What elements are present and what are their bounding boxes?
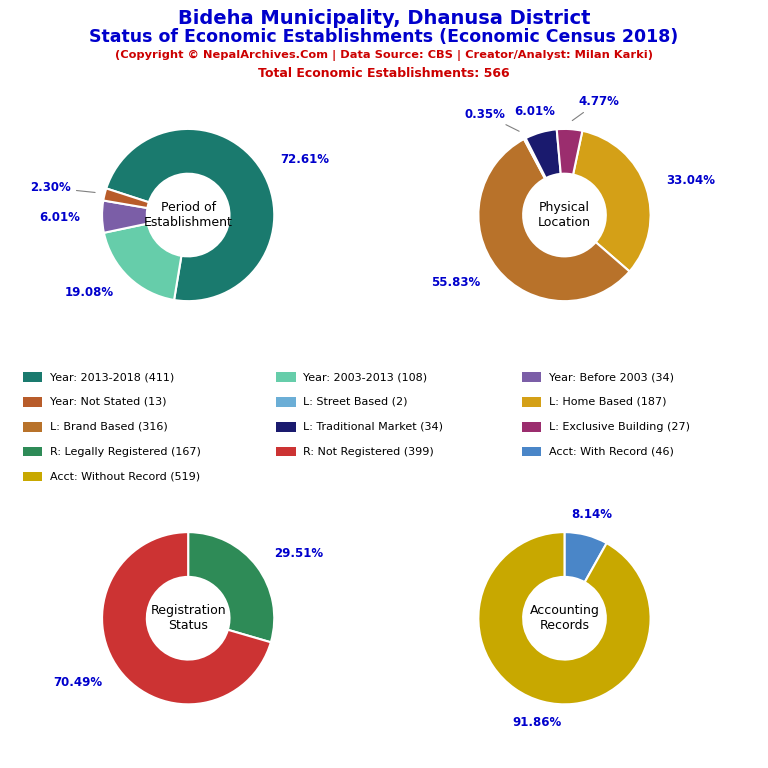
Text: R: Not Registered (399): R: Not Registered (399) (303, 447, 434, 457)
Text: 72.61%: 72.61% (280, 153, 329, 166)
Wedge shape (106, 129, 274, 301)
Text: 2.30%: 2.30% (30, 181, 95, 194)
Text: L: Brand Based (316): L: Brand Based (316) (50, 422, 167, 432)
Text: Year: 2003-2013 (108): Year: 2003-2013 (108) (303, 372, 428, 382)
Text: Physical
Location: Physical Location (538, 201, 591, 229)
Text: Year: 2013-2018 (411): Year: 2013-2018 (411) (50, 372, 174, 382)
Text: 0.35%: 0.35% (465, 108, 519, 131)
Text: L: Exclusive Building (27): L: Exclusive Building (27) (549, 422, 690, 432)
Wedge shape (524, 138, 546, 179)
FancyBboxPatch shape (522, 422, 541, 432)
Text: Acct: Without Record (519): Acct: Without Record (519) (50, 472, 200, 482)
Text: Year: Before 2003 (34): Year: Before 2003 (34) (549, 372, 674, 382)
FancyBboxPatch shape (23, 397, 42, 407)
Text: 4.77%: 4.77% (572, 95, 619, 121)
Text: Registration
Status: Registration Status (151, 604, 226, 632)
Text: 55.83%: 55.83% (431, 276, 480, 289)
Text: Total Economic Establishments: 566: Total Economic Establishments: 566 (258, 67, 510, 80)
Text: Accounting
Records: Accounting Records (530, 604, 599, 632)
Text: R: Legally Registered (167): R: Legally Registered (167) (50, 447, 200, 457)
Text: Period of
Establishment: Period of Establishment (144, 201, 233, 229)
FancyBboxPatch shape (522, 372, 541, 382)
Text: Status of Economic Establishments (Economic Census 2018): Status of Economic Establishments (Econo… (89, 28, 679, 46)
Wedge shape (478, 532, 650, 704)
Wedge shape (564, 532, 607, 582)
Text: L: Home Based (187): L: Home Based (187) (549, 397, 667, 407)
FancyBboxPatch shape (276, 372, 296, 382)
Wedge shape (188, 532, 274, 642)
Text: L: Traditional Market (34): L: Traditional Market (34) (303, 422, 443, 432)
Text: 8.14%: 8.14% (571, 508, 612, 521)
Wedge shape (525, 129, 561, 178)
FancyBboxPatch shape (276, 397, 296, 407)
FancyBboxPatch shape (23, 447, 42, 456)
Text: 19.08%: 19.08% (65, 286, 114, 300)
FancyBboxPatch shape (23, 422, 42, 432)
FancyBboxPatch shape (276, 447, 296, 456)
Text: Year: Not Stated (13): Year: Not Stated (13) (50, 397, 167, 407)
Wedge shape (104, 223, 181, 300)
Text: 33.04%: 33.04% (667, 174, 716, 187)
Text: L: Street Based (2): L: Street Based (2) (303, 397, 408, 407)
Text: (Copyright © NepalArchives.Com | Data Source: CBS | Creator/Analyst: Milan Karki: (Copyright © NepalArchives.Com | Data So… (115, 50, 653, 61)
FancyBboxPatch shape (522, 447, 541, 456)
Text: Bideha Municipality, Dhanusa District: Bideha Municipality, Dhanusa District (177, 9, 591, 28)
Text: 91.86%: 91.86% (512, 716, 562, 729)
FancyBboxPatch shape (23, 472, 42, 482)
Text: 29.51%: 29.51% (274, 547, 323, 560)
Text: Acct: With Record (46): Acct: With Record (46) (549, 447, 674, 457)
Text: 6.01%: 6.01% (40, 210, 81, 223)
Wedge shape (478, 139, 630, 301)
FancyBboxPatch shape (23, 372, 42, 382)
FancyBboxPatch shape (276, 422, 296, 432)
Wedge shape (103, 188, 149, 208)
FancyBboxPatch shape (522, 397, 541, 407)
Wedge shape (102, 200, 147, 233)
Wedge shape (557, 129, 582, 174)
Text: 70.49%: 70.49% (53, 677, 102, 690)
Wedge shape (102, 532, 271, 704)
Wedge shape (573, 131, 650, 271)
Text: 6.01%: 6.01% (515, 105, 555, 118)
